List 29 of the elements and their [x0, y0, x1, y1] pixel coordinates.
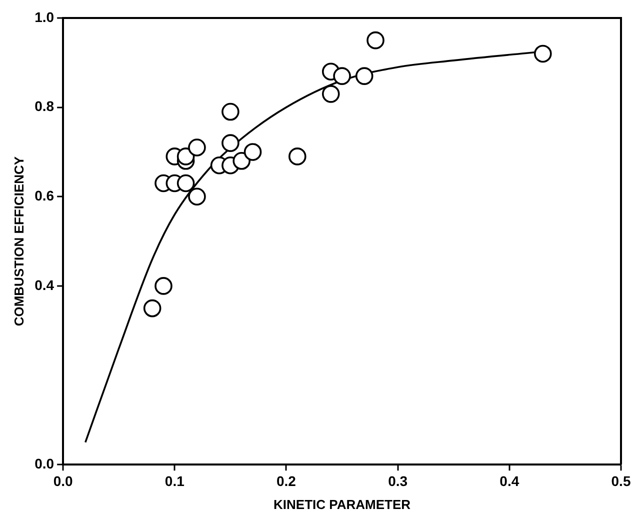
point	[176, 174, 195, 192]
y-tick-label: 0.4	[34, 276, 54, 293]
point	[232, 152, 250, 170]
point	[188, 188, 206, 206]
y-tick-label: 0.8	[34, 98, 54, 114]
y-tick-label: 0.0	[34, 455, 54, 472]
x-tick-label: 0.2	[276, 472, 296, 489]
y-tick-label: 1.0	[34, 8, 54, 25]
point	[188, 138, 206, 156]
x-axis-title: KINETIC PARAMETER	[274, 496, 412, 512]
x-tick-label: 0.0	[53, 472, 74, 489]
point	[355, 67, 374, 85]
point	[534, 44, 552, 63]
y-axis-title: COMBUSTION EFFICIENCY	[11, 156, 26, 326]
y-tick-label: 0.6	[34, 188, 54, 204]
x-tick-label: 0.5	[611, 472, 631, 489]
point	[154, 277, 172, 295]
point	[366, 31, 384, 50]
x-tick-label: 0.4	[500, 472, 520, 489]
point	[288, 148, 306, 166]
x-tick-label: 0.3	[388, 472, 408, 489]
point	[222, 134, 240, 152]
point	[176, 148, 195, 166]
point	[333, 67, 351, 85]
x-tick-label: 0.1	[164, 472, 185, 489]
point	[143, 299, 162, 318]
point	[222, 102, 240, 121]
point	[322, 85, 340, 103]
point	[244, 143, 262, 161]
